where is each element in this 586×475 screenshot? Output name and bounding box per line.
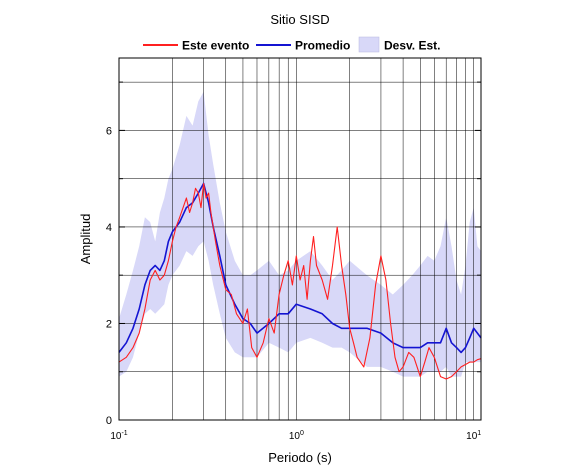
legend-label-desv-est: Desv. Est. [384,39,440,53]
y-tick-label: 2 [106,318,112,330]
x-tick-label: 101 [466,430,481,442]
plot-area: 0 2 4 6 10-1 100 101 [106,57,482,442]
x-axis-label: Periodo (s) [268,450,332,465]
y-tick-label: 0 [106,415,112,427]
x-tick-label: 10-1 [110,430,127,442]
plot-frame [118,57,482,421]
legend-label-promedio: Promedio [295,39,350,53]
series-line-este-evento [118,182,482,380]
x-tick-label: 100 [289,430,304,442]
std-band [119,91,481,377]
y-axis-label: Amplitud [78,214,93,265]
y-tick-label: 4 [106,222,112,234]
series-layer [118,182,482,380]
legend-label-este-evento: Este evento [182,39,249,53]
tick-layer: 0 2 4 6 10-1 100 101 [106,81,481,442]
y-tick-label: 6 [106,125,112,137]
chart-title: Sitio SISD [270,12,329,27]
legend-swatch-desv-est [358,36,380,53]
series-line-promedio [118,182,482,354]
legend: Este evento Promedio Desv. Est. [143,36,440,53]
std-band-layer [119,91,481,377]
grid-layer [119,58,481,420]
